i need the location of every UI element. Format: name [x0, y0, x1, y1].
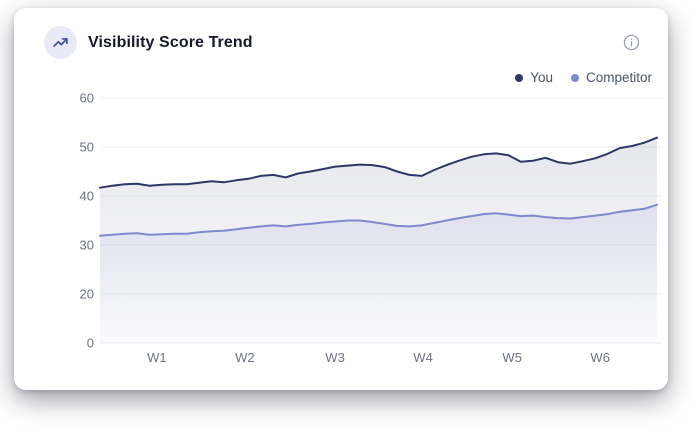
visibility-score-card: Visibility Score Trend You Competitor 0 2…: [14, 8, 668, 390]
legend-item-you[interactable]: You: [515, 70, 553, 85]
x-tick-label: W1: [147, 350, 167, 365]
x-tick-label: W5: [502, 350, 522, 365]
info-icon[interactable]: [623, 34, 640, 51]
area-competitor: [100, 204, 657, 343]
legend-item-competitor[interactable]: Competitor: [570, 70, 652, 85]
y-tick-label: 50: [80, 140, 94, 155]
legend-dot-you: [515, 73, 524, 82]
y-tick-label: 30: [80, 238, 94, 253]
y-tick-label: 60: [80, 91, 94, 106]
x-tick-label: W2: [235, 350, 255, 365]
visibility-trend-chart: 0 20 30 40 50 60 W1 W2 W3 W4 W5 W6: [80, 91, 662, 365]
chart-legend: You Competitor: [515, 70, 652, 85]
legend-dot-competitor: [570, 73, 579, 82]
y-tick-label: 40: [80, 189, 94, 204]
legend-label-competitor: Competitor: [585, 70, 652, 85]
card-header: Visibility Score Trend: [14, 8, 668, 66]
x-tick-label: W6: [590, 350, 610, 365]
trending-up-icon: [44, 26, 77, 59]
legend-label-you: You: [530, 70, 553, 85]
x-tick-label: W3: [325, 350, 345, 365]
card-title: Visibility Score Trend: [88, 34, 253, 51]
y-axis-labels: 0 20 30 40 50 60: [80, 91, 94, 351]
y-tick-label: 0: [87, 336, 94, 351]
x-axis-labels: W1 W2 W3 W4 W5 W6: [147, 350, 610, 365]
y-tick-label: 20: [80, 287, 94, 302]
line-you[interactable]: [99, 136, 658, 189]
line-competitor[interactable]: [99, 203, 658, 237]
x-tick-label: W4: [413, 350, 433, 365]
